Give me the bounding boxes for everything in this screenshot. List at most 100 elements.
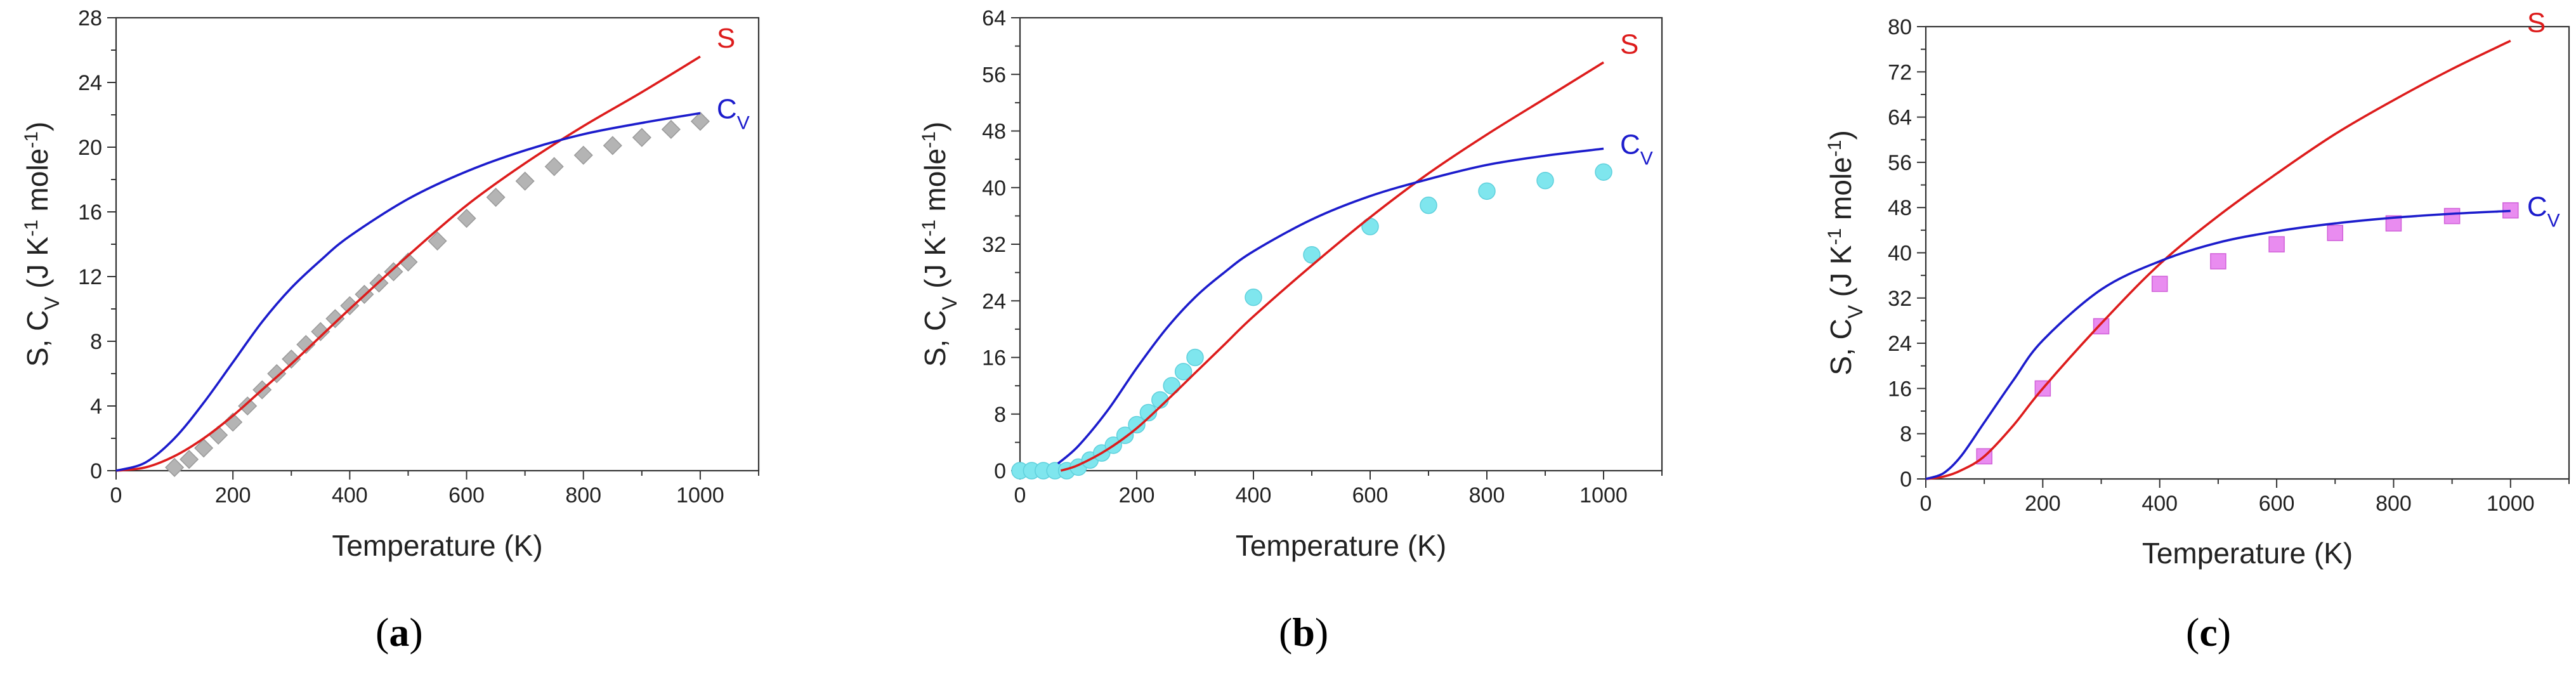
data-point-marker [1420,196,1437,214]
data-point-marker [325,309,345,329]
x-tick-label: 800 [1469,483,1505,507]
y-tick-label: 4 [90,395,102,419]
data-point-marker [2268,236,2285,252]
y-tick-label: 8 [994,403,1006,427]
x-tick-label: 200 [2025,492,2061,516]
y-tick-label: 72 [1888,60,1912,84]
data-point-marker [1595,163,1612,181]
data-point-marker [238,396,258,416]
data-point-marker [2327,225,2344,242]
experimental-markers [1976,202,2519,465]
y-tick-label: 40 [1888,242,1912,266]
data-point-marker [384,262,403,282]
data-point-marker [1245,288,1262,306]
y-tick-label: 80 [1888,15,1912,39]
x-tick-label: 1000 [2487,492,2535,516]
x-tick-label: 400 [332,483,368,507]
data-point-marker [2443,207,2461,225]
x-tick-label: 800 [565,483,601,507]
heat-capacity-label: CV [717,93,750,133]
heat-capacity-curve [115,112,701,472]
data-point-marker [1303,245,1321,264]
x-axis-label: Temperature (K) [332,529,542,562]
data-point-marker [267,363,287,384]
y-axis-label: S, CV (J K-1 mole-1) [919,122,962,367]
y-tick-label: 32 [982,233,1006,257]
y-tick-label: 24 [78,71,102,95]
experimental-markers [165,112,710,477]
y-tick-label: 28 [78,6,102,30]
y-tick-label: 56 [1888,151,1912,175]
entropy-label: S [717,23,735,54]
data-point-marker [515,171,535,191]
data-point-marker [428,231,447,251]
entropy-label: S [1620,29,1638,60]
data-point-marker [544,157,564,176]
data-point-marker [573,145,593,165]
x-tick-label: 600 [1352,483,1389,507]
x-axis-label: Temperature (K) [2142,537,2353,570]
panel-b-chart: 0 200 400 600 800 1000 0 8 16 24 32 40 48 56 64 Tempera… [919,6,1663,562]
x-tick-label: 600 [448,483,485,507]
y-tick-label: 0 [90,459,102,483]
y-tick-label: 12 [78,265,102,289]
data-point-marker [296,335,316,355]
y-tick-label: 24 [982,289,1006,313]
y-tick-label: 0 [994,459,1006,483]
x-axis-label: Temperature (K) [1236,529,1446,562]
data-point-marker [2093,318,2110,335]
y-tick-label: 20 [78,136,102,160]
x-tick-label: 0 [1014,483,1026,507]
y-tick-label: 16 [982,346,1006,370]
data-point-marker [2210,253,2226,270]
data-point-marker [165,457,185,477]
x-tick-label: 600 [2259,492,2295,516]
data-point-marker [690,112,710,131]
data-point-marker [180,450,199,469]
heat-capacity-label: CV [2527,192,2560,232]
y-tick-label: 24 [1888,332,1912,356]
y-axis-label: S, CV (J K-1 mole-1) [1824,130,1867,376]
y-tick-label: 48 [1888,196,1912,220]
panel-label-c: (c) [2186,610,2232,655]
plot-frame [1925,25,2570,480]
data-point-marker [603,136,622,155]
y-tick-label: 48 [982,120,1006,144]
y-tick-label: 40 [982,176,1006,200]
x-tick-label: 0 [1920,492,1932,516]
data-point-marker [1128,415,1146,434]
data-point-marker [2151,275,2168,292]
x-tick-label: 800 [2376,492,2412,516]
data-point-marker [1478,182,1496,200]
x-tick-label: 200 [1119,483,1155,507]
y-tick-label: 8 [1900,422,1912,447]
experimental-markers [1011,163,1612,480]
heat-capacity-curve [1925,209,2511,480]
y-tick-label: 32 [1888,287,1912,311]
entropy-label: S [2527,7,2546,38]
data-point-marker [1536,171,1554,190]
data-point-marker [486,187,506,207]
x-tick-label: 200 [215,483,251,507]
y-tick-label: 56 [982,63,1006,87]
entropy-curve [115,55,701,472]
data-point-marker [340,296,360,315]
y-tick-label: 8 [90,330,102,354]
data-point-marker [1139,403,1158,422]
data-point-marker [398,252,418,272]
data-point-marker [1186,348,1204,367]
panel-label-a: (a) [376,610,423,655]
y-axis-label: S, CV (J K-1 mole-1) [21,122,64,367]
panel-a-chart: 0 200 400 600 800 1000 0 4 8 12 16 20 24 28 Temperatur… [21,6,760,562]
x-tick-label: 0 [110,483,122,507]
data-point-marker [1174,363,1193,381]
x-tick-label: 1000 [676,483,724,507]
data-point-marker [282,349,301,369]
data-point-marker [194,438,214,458]
data-point-marker [457,209,476,228]
y-tick-label: 64 [1888,106,1912,130]
data-point-marker [311,322,330,341]
x-tick-label: 1000 [1579,483,1628,507]
y-tick-label: 16 [78,200,102,225]
